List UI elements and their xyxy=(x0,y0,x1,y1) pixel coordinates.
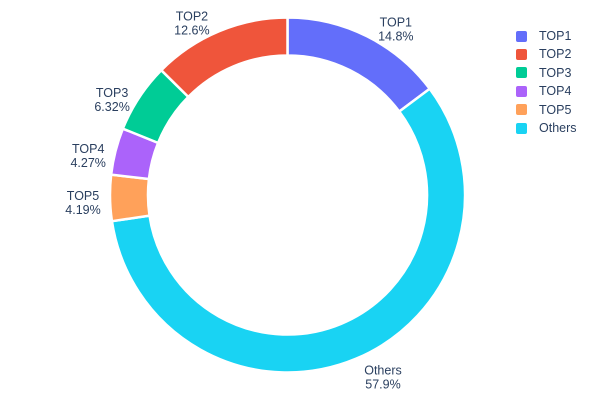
legend-swatch-icon xyxy=(516,104,527,116)
slice-percent-text: 6.32% xyxy=(94,100,129,114)
legend-swatch-icon xyxy=(516,30,527,42)
legend-item-others[interactable]: Others xyxy=(516,119,577,137)
legend: TOP1 TOP2 TOP3 TOP4 TOP5 Others xyxy=(516,27,577,137)
legend-swatch-icon xyxy=(516,85,527,97)
legend-swatch-icon xyxy=(516,122,527,134)
pie-slice-top5[interactable] xyxy=(108,173,151,223)
legend-item-label: Others xyxy=(539,120,577,135)
legend-item-label: TOP3 xyxy=(539,65,572,80)
pie-slice-top2[interactable] xyxy=(160,16,289,99)
legend-item-top4[interactable]: TOP4 xyxy=(516,82,577,100)
legend-swatch-icon xyxy=(516,49,527,61)
slice-name-text: Others xyxy=(364,364,402,378)
slice-name-text: TOP5 xyxy=(67,189,99,203)
legend-item-label: TOP1 xyxy=(539,28,572,43)
slice-percent-text: 14.8% xyxy=(378,29,413,43)
slice-percent-text: 12.6% xyxy=(174,24,209,38)
slice-percent-text: 4.27% xyxy=(70,156,105,170)
slice-name-text: TOP4 xyxy=(72,142,104,156)
legend-item-label: TOP5 xyxy=(539,102,572,117)
pie-slice-others[interactable] xyxy=(110,87,467,374)
legend-item-top2[interactable]: TOP2 xyxy=(516,45,577,63)
legend-swatch-icon xyxy=(516,67,527,79)
legend-item-top5[interactable]: TOP5 xyxy=(516,101,577,119)
legend-item-label: TOP2 xyxy=(539,47,572,62)
legend-item-top3[interactable]: TOP3 xyxy=(516,64,577,82)
slice-percent-text: 4.19% xyxy=(65,203,100,217)
slice-name-text: TOP3 xyxy=(96,86,128,100)
slice-name-text: TOP2 xyxy=(176,10,208,24)
legend-item-label: TOP4 xyxy=(539,84,572,99)
slice-percent-text: 57.9% xyxy=(365,378,400,392)
slice-name-text: TOP1 xyxy=(380,15,412,29)
legend-item-top1[interactable]: TOP1 xyxy=(516,27,577,45)
